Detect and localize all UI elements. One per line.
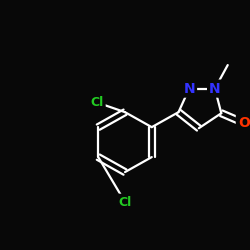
Text: Cl: Cl (90, 96, 104, 109)
Text: N: N (184, 82, 195, 96)
Text: O: O (238, 116, 250, 130)
Text: Cl: Cl (118, 196, 132, 208)
Text: N: N (209, 82, 221, 96)
